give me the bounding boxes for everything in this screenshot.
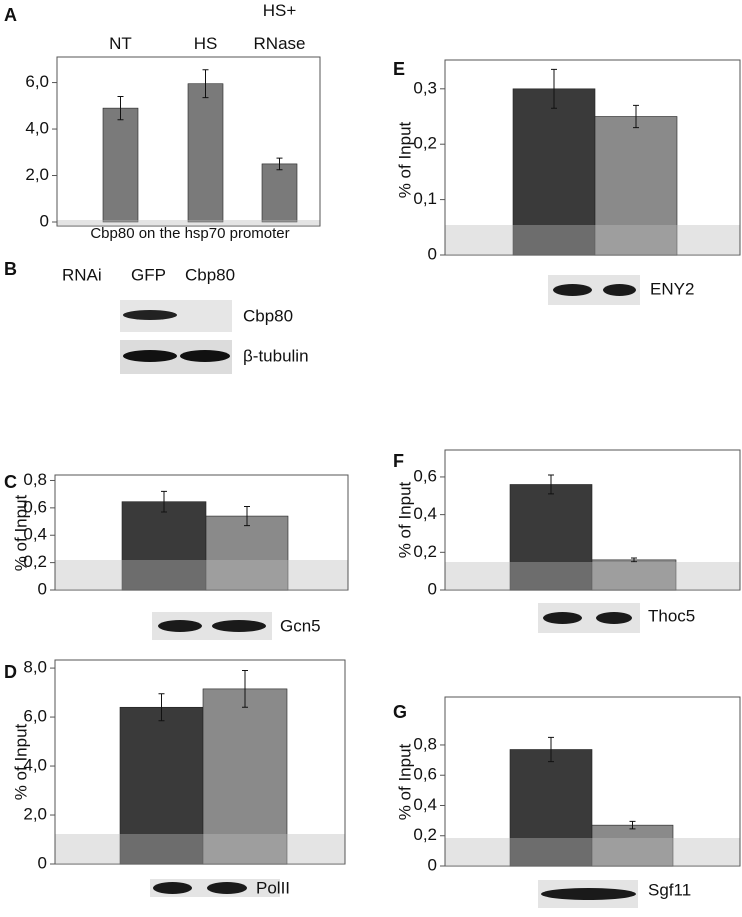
blot-band [553,284,592,296]
blot-label: ENY2 [650,279,694,298]
y-tick-label: 0,3 [413,78,437,97]
y-tick-label: 8,0 [23,658,47,677]
y-tick-label: 2,0 [25,165,49,184]
blot-band [207,882,247,894]
y-tick-label: 0 [428,579,437,598]
y-axis-label: % of Input [11,723,30,800]
y-tick-label: 0,6 [413,765,437,784]
error-bar [158,693,165,722]
blot-label: Thoc5 [648,606,695,625]
blot-header: RNAi [62,265,102,284]
error-bar [242,670,248,708]
y-tick-label: 0,1 [413,189,437,208]
blot-label: Sgf11 [648,880,691,899]
x-tick-label: HS+ RNase [254,1,306,53]
y-tick-label: 0 [428,244,437,263]
y-tick-label: 0,2 [413,542,437,561]
blot-band [541,888,636,900]
panel-letter: B [4,259,17,279]
y-axis-label: % of Input [395,743,414,820]
error-bar [202,69,209,99]
y-tick-label: 0 [38,853,47,872]
panel-letter: E [393,59,405,79]
bar [591,559,677,591]
y-tick-label: 0,8 [23,470,47,489]
y-tick-label: 0,4 [413,504,437,523]
bar [121,501,207,591]
error-bar [117,96,124,121]
error-bar [548,736,554,763]
background-band [55,560,348,590]
blot-band [596,612,632,624]
bar [205,515,289,591]
y-tick-label: 0,4 [23,525,47,544]
error-bar [633,104,639,129]
blot-row-label: Cbp80 [243,306,293,325]
y-tick-label: 2,0 [23,805,47,824]
y-tick-label: 6,0 [23,707,47,726]
blot-row-label: β-tubulin [243,346,309,365]
y-tick-label: 4,0 [25,119,49,138]
y-tick-label: 0,2 [23,552,47,571]
blot-band [123,350,177,362]
y-axis-label: % of Input [11,494,30,571]
bar [202,688,288,865]
x-axis-label: Cbp80 on the hsp70 promoter [90,225,289,242]
error-bar [551,68,557,109]
y-tick-label: 0,8 [413,734,437,753]
bar [591,824,674,867]
panel-letter: C [4,472,17,492]
background-band [445,838,740,866]
panel-letter: F [393,451,404,471]
y-tick-label: 0 [40,211,49,230]
blot-header: GFP [131,265,166,284]
y-tick-label: 0 [428,855,437,874]
blot-band [543,612,582,624]
background-band [445,562,740,590]
x-tick-label: NT [109,34,132,53]
blot-label: PolII [256,878,290,897]
bar [187,83,224,223]
y-axis-label: % of Input [395,121,414,198]
blot-band [123,310,177,320]
x-tick-label: HS [194,34,218,53]
panel-letter: D [4,662,17,682]
error-bar [161,490,167,513]
bar [594,116,678,256]
error-bar [631,557,637,563]
y-tick-label: 0,2 [413,825,437,844]
error-bar [548,474,554,495]
y-tick-label: 0 [38,579,47,598]
error-bar [244,505,250,527]
blot-band [153,882,192,894]
bar [509,749,593,867]
panel-letter: G [393,702,407,722]
error-bar [276,157,283,171]
y-tick-label: 6,0 [25,72,49,91]
y-tick-label: 0,6 [23,497,47,516]
y-tick-label: 4,0 [23,756,47,775]
background-band [445,225,740,255]
y-axis-label: % of Input [395,481,414,558]
blot-band [603,284,636,296]
background-band [57,220,320,226]
bar [102,107,139,223]
background-band [55,834,345,864]
blot-band [158,620,202,632]
blot-header: Cbp80 [185,265,235,284]
blot-label: Gcn5 [280,616,321,635]
error-bar [629,820,636,830]
panel-letter: A [4,5,17,25]
y-tick-label: 0,2 [413,134,437,153]
bar [509,484,593,591]
blot-band [180,350,230,362]
y-tick-label: 0,4 [413,795,437,814]
bar [261,163,298,223]
blot-band [212,620,266,632]
y-tick-label: 0,6 [413,466,437,485]
